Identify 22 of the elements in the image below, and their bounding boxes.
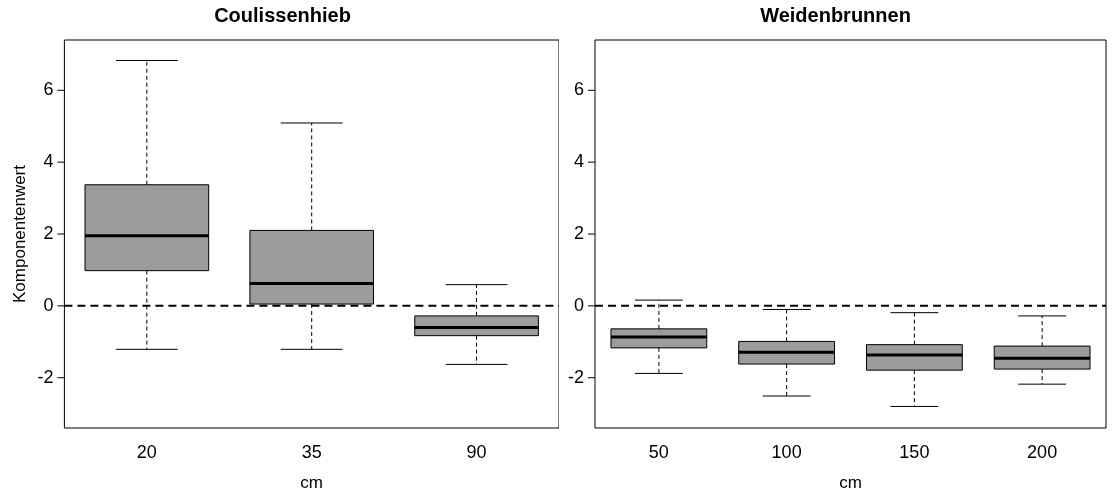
x-tick-label: 20 — [136, 441, 157, 462]
y-tick-label: 6 — [43, 79, 54, 100]
y-tick-label: 4 — [573, 151, 584, 172]
y-tick-label: 2 — [573, 222, 584, 243]
y-tick-label: 2 — [43, 222, 54, 243]
y-tick-label: 0 — [573, 294, 584, 315]
chart-title: Weidenbrunnen — [760, 3, 911, 26]
x-tick-label: 150 — [899, 441, 930, 462]
x-tick-label: 35 — [301, 441, 322, 462]
chart-title: Coulissenhieb — [214, 3, 351, 26]
x-tick-label: 90 — [466, 441, 487, 462]
y-tick-label: 6 — [573, 79, 584, 100]
x-tick-label: 100 — [771, 441, 802, 462]
y-axis-title: Komponentenwert — [9, 164, 29, 303]
x-tick-label: 200 — [1027, 441, 1058, 462]
y-tick-label: -2 — [567, 366, 584, 387]
x-axis-title: cm — [839, 473, 862, 493]
y-tick-label: 4 — [43, 151, 54, 172]
y-tick-label: -2 — [37, 366, 54, 387]
x-axis-title: cm — [300, 473, 324, 493]
x-tick-label: 50 — [648, 441, 669, 462]
y-tick-label: 0 — [43, 294, 54, 315]
